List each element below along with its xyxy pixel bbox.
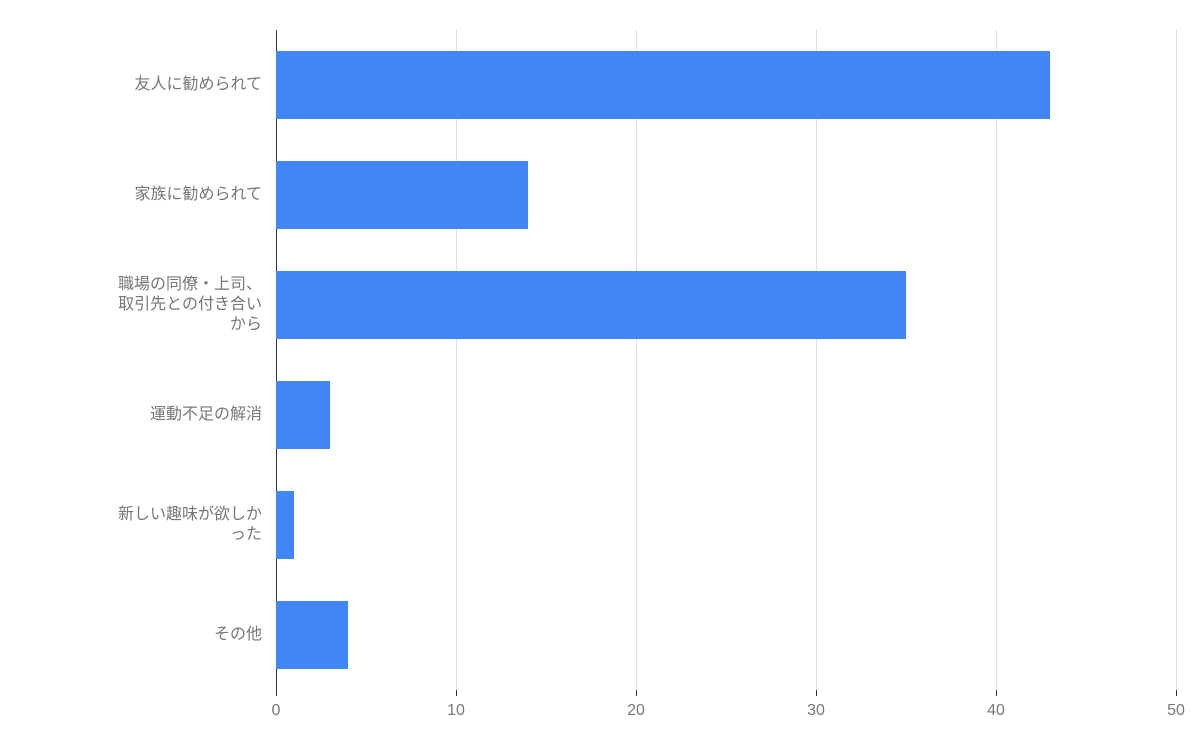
x-tick: [456, 690, 457, 696]
plot-area: 01020304050友人に勧められて家族に勧められて職場の同僚・上司、 取引先…: [276, 30, 1176, 690]
gridline: [636, 30, 637, 690]
gridline: [456, 30, 457, 690]
category-label: 友人に勧められて: [46, 75, 262, 95]
category-label: その他: [46, 625, 262, 645]
bar: [276, 601, 348, 669]
bar: [276, 161, 528, 229]
x-tick-label: 40: [987, 702, 1005, 720]
x-tick-label: 20: [627, 702, 645, 720]
category-label: 家族に勧められて: [46, 185, 262, 205]
gridline: [1176, 30, 1177, 690]
x-tick-label: 50: [1167, 702, 1185, 720]
x-tick-label: 30: [807, 702, 825, 720]
chart-container: 0 10 20 30 40 50 友人に勧められて家族に勧められて職場の同僚・上司、 取引先…: [0, 0, 1200, 742]
x-tick: [636, 690, 637, 696]
gridline: [996, 30, 997, 690]
x-tick: [816, 690, 817, 696]
x-tick: [1176, 690, 1177, 696]
category-label: 運動不足の解消: [46, 405, 262, 425]
x-tick: [276, 690, 277, 696]
bar: [276, 381, 330, 449]
bar: [276, 491, 294, 559]
category-label: 新しい趣味が欲しか った: [46, 505, 262, 545]
bar: [276, 271, 906, 339]
x-tick-label: 0: [272, 702, 281, 720]
category-label: 職場の同僚・上司、 取引先との付き合い から: [46, 275, 262, 335]
x-tick: [996, 690, 997, 696]
y-axis: [276, 30, 277, 690]
bar: [276, 51, 1050, 119]
x-tick-label: 10: [447, 702, 465, 720]
gridline: [816, 30, 817, 690]
